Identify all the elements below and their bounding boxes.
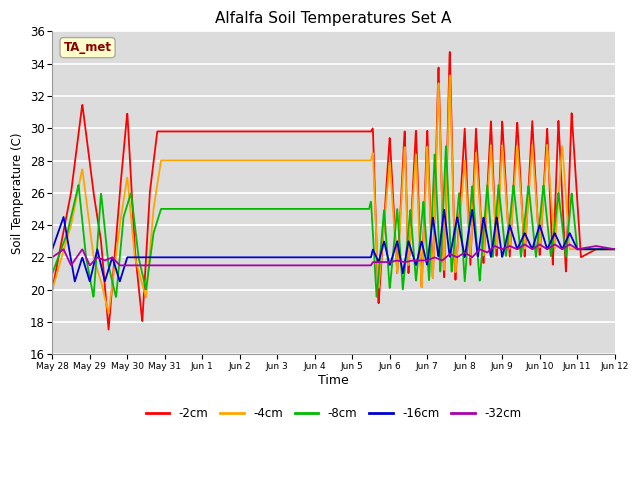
Legend: -2cm, -4cm, -8cm, -16cm, -32cm: -2cm, -4cm, -8cm, -16cm, -32cm <box>141 402 526 424</box>
Y-axis label: Soil Temperature (C): Soil Temperature (C) <box>11 132 24 253</box>
Title: Alfalfa Soil Temperatures Set A: Alfalfa Soil Temperatures Set A <box>215 11 452 26</box>
X-axis label: Time: Time <box>318 373 349 386</box>
Text: TA_met: TA_met <box>63 41 111 54</box>
